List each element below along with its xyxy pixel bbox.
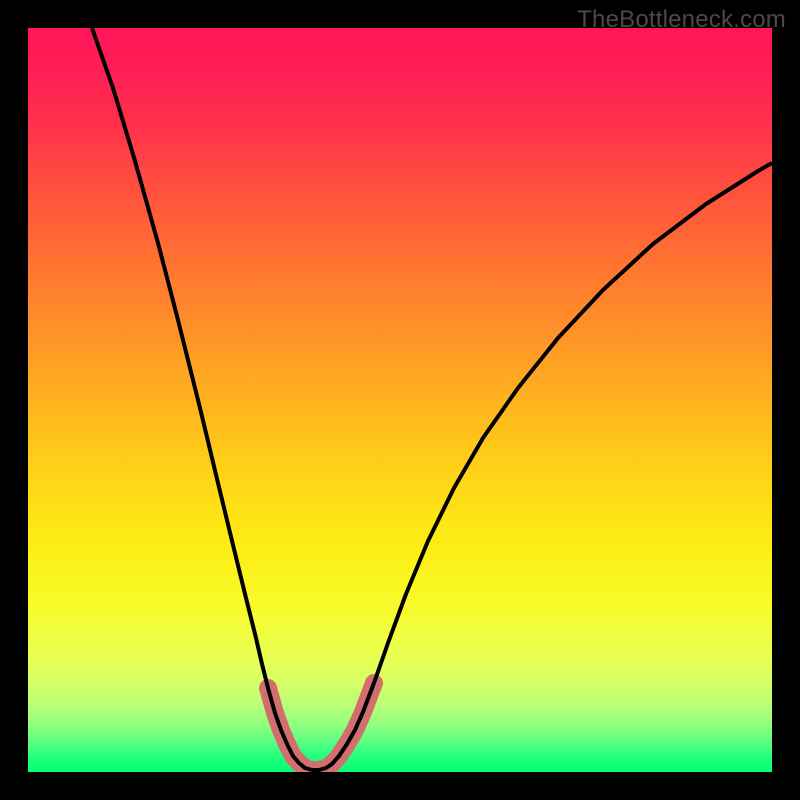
plot-area — [28, 28, 772, 772]
curve-svg — [28, 28, 772, 772]
watermark-text: TheBottleneck.com — [577, 6, 786, 34]
main-curve — [92, 28, 772, 770]
